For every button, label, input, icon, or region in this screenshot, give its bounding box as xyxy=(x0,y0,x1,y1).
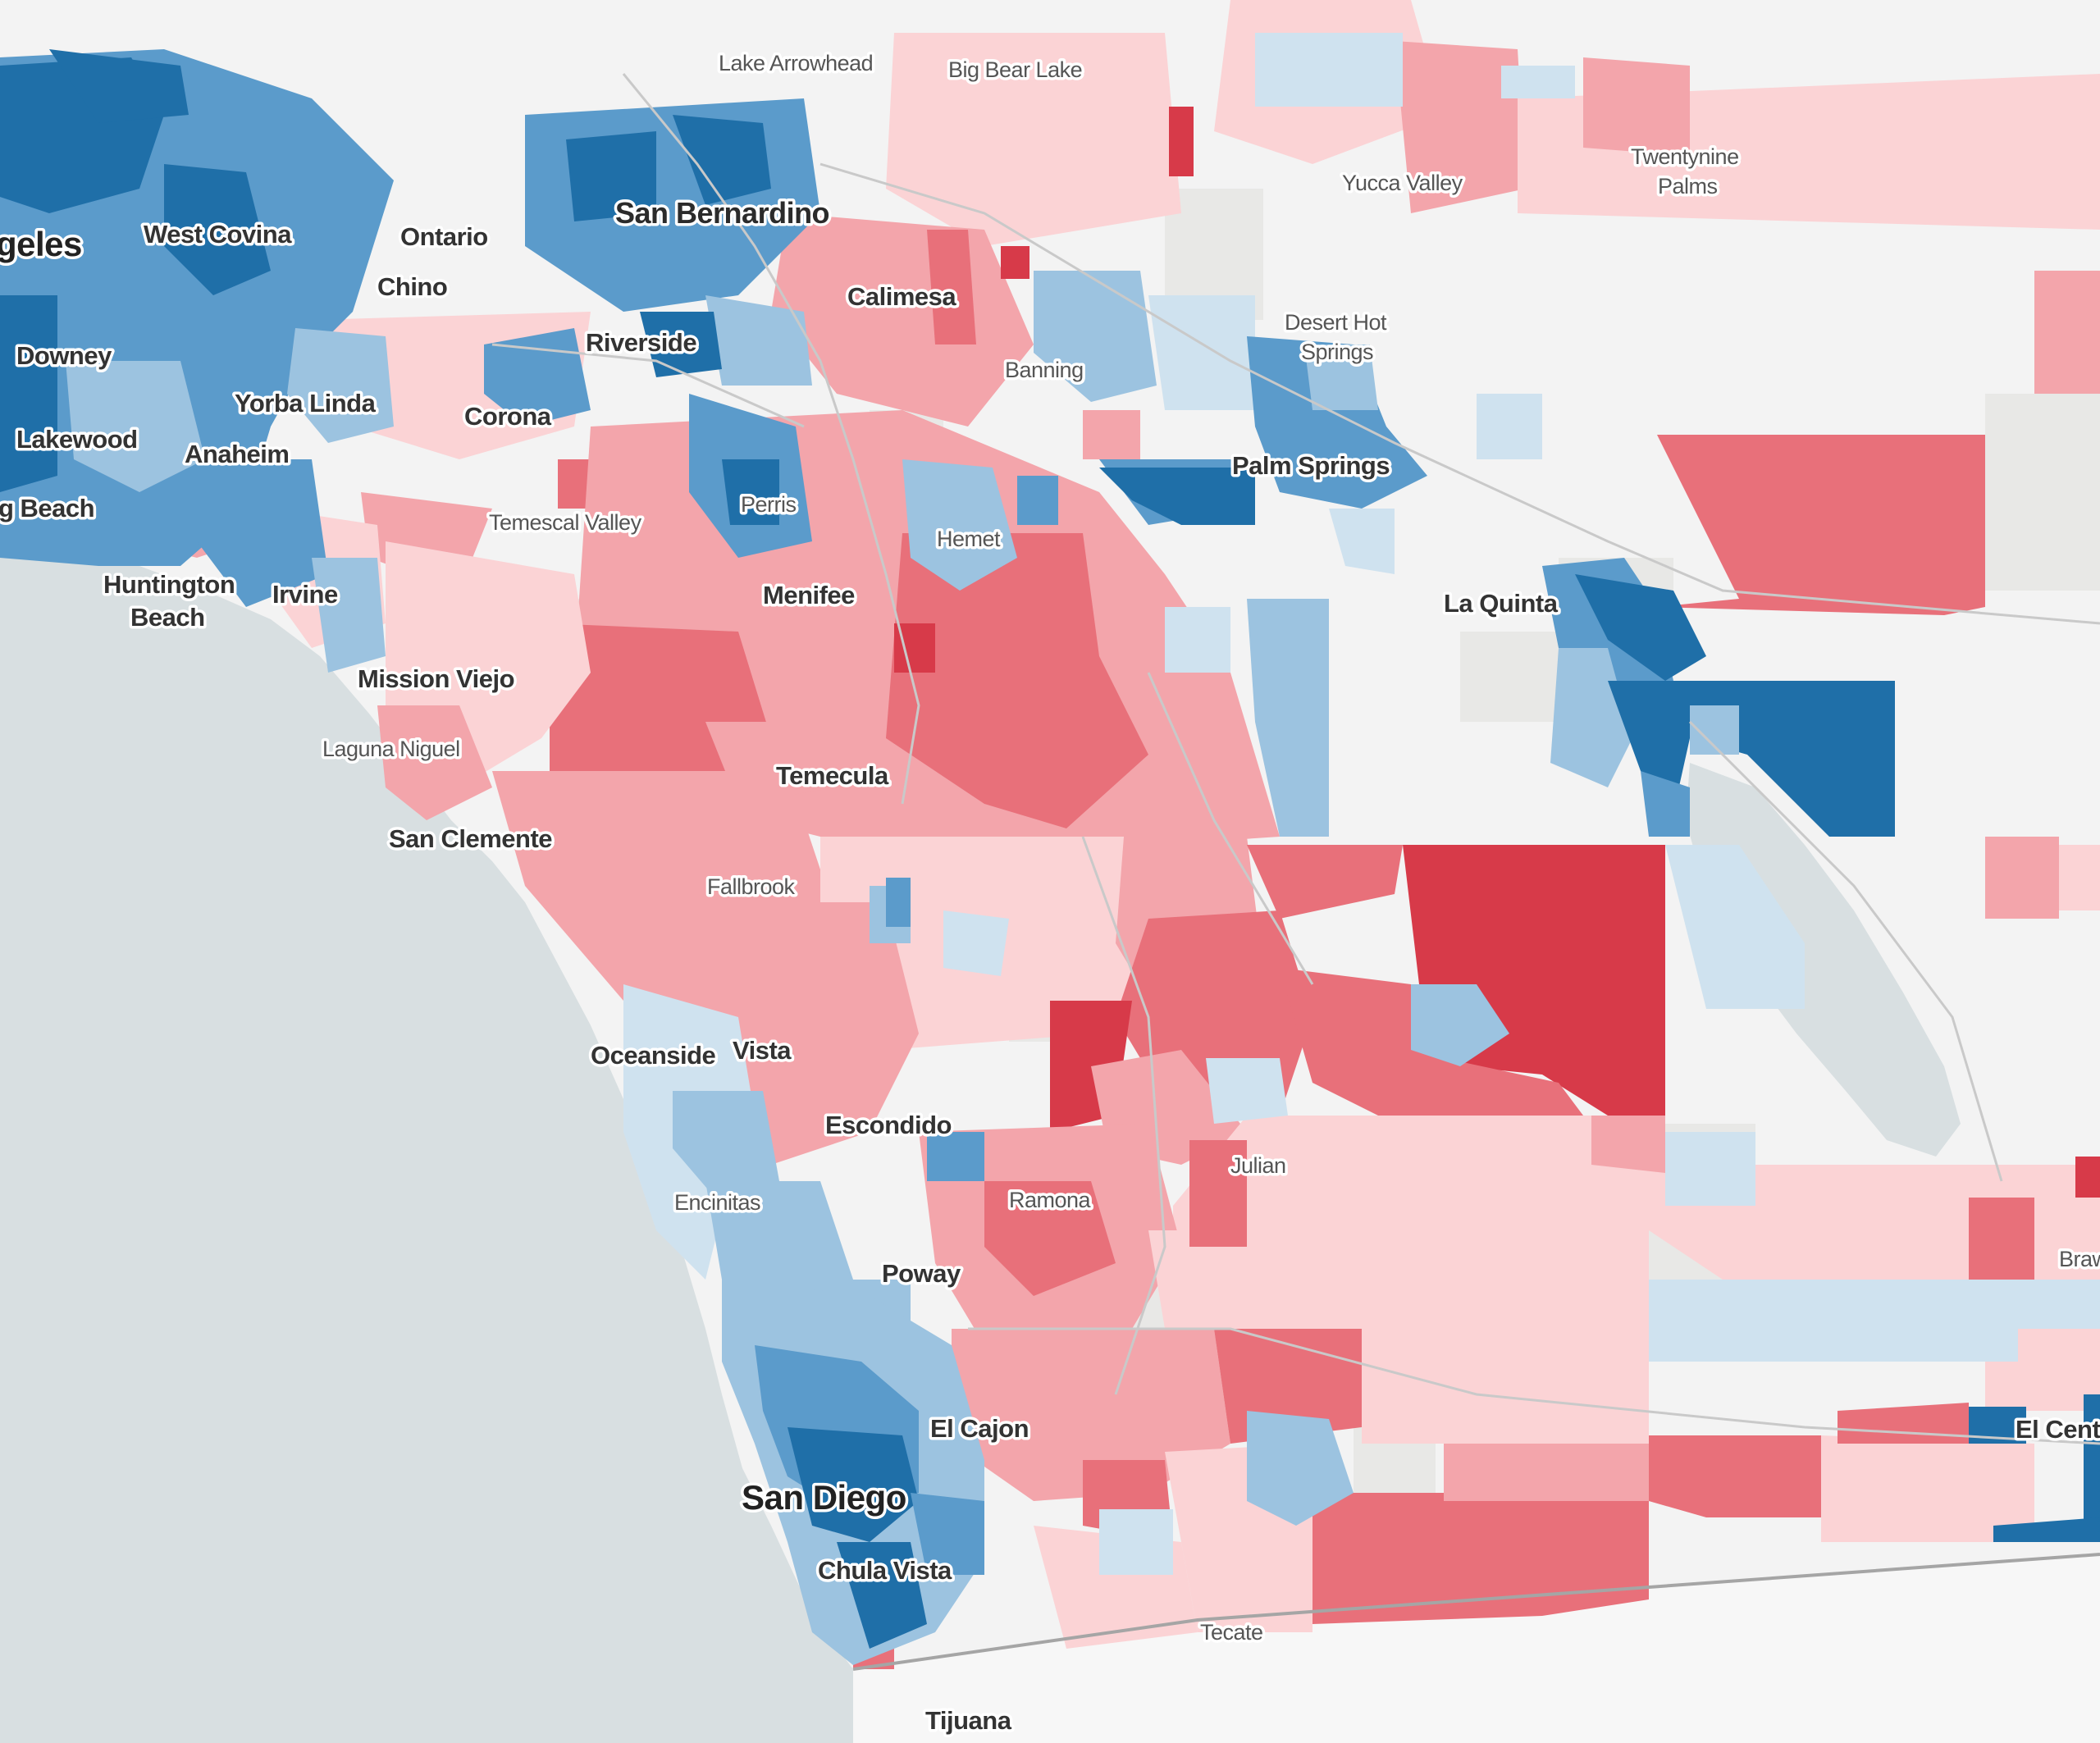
label-fallbrook: Fallbrook xyxy=(707,874,796,899)
label-el-cajon: El Cajon xyxy=(930,1414,1029,1443)
label-la-quinta: La Quinta xyxy=(1444,589,1559,618)
label-twentynine-palms-1: Twentynine xyxy=(1631,144,1739,169)
label-palm-springs: Palm Springs xyxy=(1232,451,1390,480)
label-tijuana: Tijuana xyxy=(925,1706,1012,1735)
label-los-angeles: geles xyxy=(0,225,82,263)
label-vista: Vista xyxy=(733,1036,792,1065)
label-corona: Corona xyxy=(464,402,552,431)
label-huntington-beach-1: Huntington xyxy=(103,570,235,599)
label-yucca-valley: Yucca Valley xyxy=(1342,171,1463,195)
label-ramona: Ramona xyxy=(1009,1188,1092,1212)
label-lakewood: Lakewood xyxy=(16,425,138,454)
label-calimesa: Calimesa xyxy=(847,282,956,311)
label-laguna-niguel: Laguna Niguel xyxy=(322,737,460,761)
label-banning: Banning xyxy=(1005,358,1084,382)
us-mexico-border xyxy=(852,1553,2100,1671)
label-oceanside: Oceanside xyxy=(591,1041,716,1070)
salton-sea xyxy=(1686,763,1961,1157)
label-encinitas: Encinitas xyxy=(674,1190,760,1215)
label-twentynine-palms-2: Palms xyxy=(1658,174,1718,198)
label-brawley: Braw xyxy=(2059,1247,2100,1271)
label-tecate: Tecate xyxy=(1200,1620,1263,1645)
label-lake-arrowhead: Lake Arrowhead xyxy=(719,51,873,75)
label-hemet: Hemet xyxy=(937,527,1001,551)
label-irvine: Irvine xyxy=(272,580,338,609)
label-long-beach: g Beach xyxy=(0,494,94,522)
label-julian: Julian xyxy=(1230,1153,1286,1178)
label-big-bear-lake: Big Bear Lake xyxy=(948,57,1082,82)
label-ontario: Ontario xyxy=(400,222,488,251)
label-yorba-linda: Yorba Linda xyxy=(235,389,377,417)
label-desert-hot-springs-1: Desert Hot xyxy=(1285,310,1387,335)
place-labels: geles West Covina Ontario Chino San Bern… xyxy=(0,48,2100,1738)
label-riverside: Riverside xyxy=(586,328,696,357)
roads xyxy=(491,73,2100,1445)
label-temecula: Temecula xyxy=(776,761,889,790)
label-san-diego: San Diego xyxy=(742,1478,906,1517)
label-temescal-valley: Temescal Valley xyxy=(489,510,642,535)
label-san-clemente: San Clemente xyxy=(389,824,552,853)
label-mission-viejo: Mission Viejo xyxy=(358,664,514,693)
label-huntington-beach-2: Beach xyxy=(130,603,205,632)
label-escondido: Escondido xyxy=(825,1111,952,1139)
democratic-precincts xyxy=(0,33,2100,1665)
label-anaheim: Anaheim xyxy=(185,440,289,468)
label-west-covina: West Covina xyxy=(144,220,292,249)
label-desert-hot-springs-2: Springs xyxy=(1301,340,1373,364)
label-downey: Downey xyxy=(16,341,112,370)
label-menifee: Menifee xyxy=(763,581,855,609)
label-san-bernardino: San Bernardino xyxy=(615,196,829,230)
label-poway: Poway xyxy=(882,1259,961,1288)
label-perris: Perris xyxy=(741,492,797,517)
label-chula-vista: Chula Vista xyxy=(818,1556,952,1585)
mexico-land xyxy=(853,1554,2100,1743)
label-chino: Chino xyxy=(377,272,447,301)
label-el-centro: El Cent xyxy=(2016,1415,2100,1444)
